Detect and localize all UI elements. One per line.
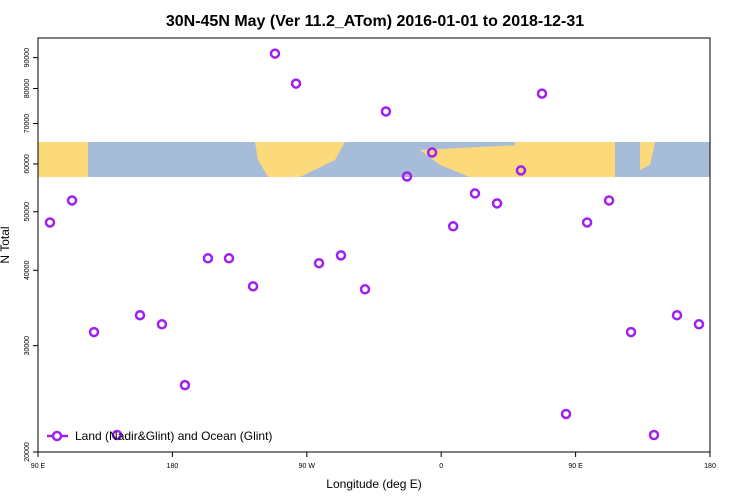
- point: [581, 217, 593, 228]
- y-tick-label: 90000: [24, 48, 31, 68]
- point: [134, 309, 146, 321]
- point: [44, 217, 56, 228]
- point: [223, 253, 235, 264]
- y-tick-label: 40000: [24, 260, 31, 280]
- x-tick-label: 90 E: [568, 463, 583, 470]
- point: [648, 429, 660, 441]
- point: [313, 257, 325, 269]
- point: [447, 221, 459, 232]
- legend-marker: [51, 430, 63, 442]
- legend-label: Land (Nadir&Glint) and Ocean (Glint): [75, 429, 272, 443]
- y-tick-label: 60000: [24, 154, 31, 174]
- point: [401, 171, 413, 182]
- y-tick-label: 80000: [24, 79, 31, 99]
- point: [247, 281, 259, 292]
- point: [515, 165, 527, 176]
- x-tick-label: 180: [704, 463, 716, 470]
- point: [179, 379, 191, 391]
- point: [88, 326, 100, 338]
- plot-frame: [37, 37, 711, 453]
- x-tick-label: 0: [439, 463, 443, 470]
- y-axis-label: N Total: [0, 226, 12, 263]
- x-axis-label: Longitude (deg E): [326, 477, 421, 491]
- point: [536, 88, 548, 99]
- point: [335, 250, 347, 261]
- point: [380, 106, 392, 117]
- point: [603, 195, 615, 206]
- point: [426, 147, 438, 158]
- y-tick-label: 30000: [24, 336, 31, 356]
- point: [560, 408, 572, 420]
- point: [66, 195, 78, 206]
- x-tick-label: 90 E: [31, 463, 46, 470]
- chart-title: 30N-45N May (Ver 11.2_ATom) 2016-01-01 t…: [166, 13, 584, 30]
- point: [359, 284, 371, 295]
- point: [156, 319, 168, 330]
- point: [491, 198, 503, 209]
- y-tick-label: 70000: [24, 114, 31, 134]
- point: [290, 78, 302, 89]
- point: [469, 188, 481, 199]
- x-tick-label: 180: [167, 463, 179, 470]
- y-tick-label: 20000: [24, 442, 31, 462]
- y-tick-label: 50000: [24, 202, 31, 222]
- x-tick-label: 90 W: [299, 463, 316, 470]
- point: [625, 326, 637, 338]
- map-band: [38, 142, 710, 177]
- point: [671, 309, 683, 321]
- point: [202, 253, 214, 264]
- point: [269, 48, 281, 59]
- point: [693, 319, 705, 330]
- point: [111, 429, 123, 441]
